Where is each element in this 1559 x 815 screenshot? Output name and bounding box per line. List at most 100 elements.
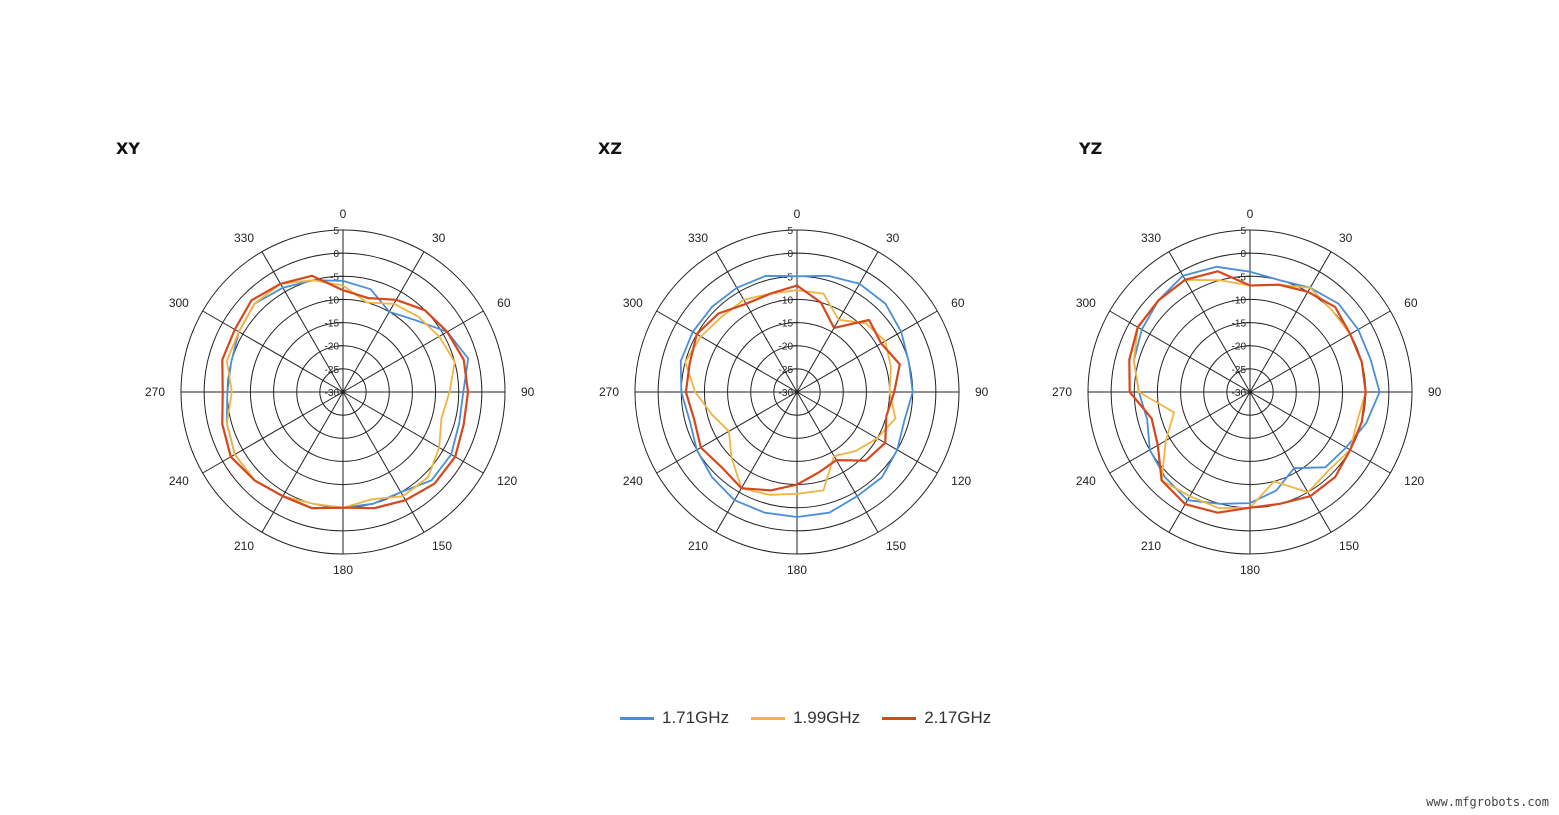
yz-angle-label: 150 [1339, 539, 1359, 553]
yz-angle-label: 240 [1076, 474, 1096, 488]
xz-r-tick-label: -25 [779, 365, 794, 376]
xz-r-tick-label: 0 [787, 249, 793, 260]
legend-swatch-1-99ghz [751, 716, 786, 720]
legend-item-2-17ghz: 2.17GHz [882, 708, 991, 728]
yz-r-tick-label: 0 [1240, 249, 1246, 260]
legend-label-1-71ghz: 1.71GHz [662, 708, 730, 727]
yz-spoke [1249, 391, 1332, 533]
yz-spoke [1168, 391, 1251, 533]
xz-r-tick-label: -5 [784, 272, 793, 283]
chart-title-yz: YZ [1079, 139, 1103, 158]
yz-spoke [1109, 310, 1251, 393]
legend-item-1-99ghz: 1.99GHz [751, 708, 860, 728]
xz-angle-label: 0 [794, 207, 801, 221]
xz-spoke [715, 391, 798, 533]
xy-spoke [342, 391, 425, 533]
xy-angle-label: 330 [234, 231, 254, 245]
chart-legend: 1.71GHz 1.99GHz 2.17GHz [620, 708, 991, 728]
xz-angle-label: 240 [623, 474, 643, 488]
yz-angle-label: 90 [1428, 385, 1442, 399]
yz-r-tick-label: -25 [1232, 365, 1247, 376]
xz-angle-label: 330 [688, 231, 708, 245]
xy-spoke [202, 391, 344, 474]
xz-r-tick-label: -10 [779, 295, 794, 306]
xy-series-2-17ghz [221, 274, 470, 510]
yz-angle-label: 60 [1404, 296, 1418, 310]
xy-r-tick-label: -5 [330, 272, 339, 283]
xy-angle-label: 270 [145, 385, 165, 399]
yz-r-tick-label: -5 [1237, 272, 1246, 283]
xz-r-tick-label: -20 [779, 342, 794, 353]
yz-r-tick-label: -30 [1232, 388, 1247, 399]
xz-angle-label: 30 [886, 231, 900, 245]
yz-angle-label: 120 [1404, 474, 1424, 488]
xy-angle-label: 0 [340, 207, 347, 221]
xy-r-tick-label: 5 [333, 226, 339, 237]
xy-spoke [342, 310, 484, 393]
xy-r-tick-label: -25 [325, 365, 340, 376]
xy-spoke [261, 251, 344, 393]
yz-r-tick-label: -10 [1232, 295, 1247, 306]
xz-series-2-17ghz [684, 284, 901, 492]
xy-angle-label: 90 [521, 385, 535, 399]
xz-spoke [796, 391, 879, 533]
yz-series-2-17ghz [1128, 270, 1367, 514]
yz-r-tick-label: -15 [1232, 319, 1247, 330]
xy-spoke [342, 391, 484, 474]
xy-angle-label: 120 [497, 474, 517, 488]
xz-spoke [796, 251, 879, 393]
xz-series-1-71ghz [679, 274, 914, 518]
xz-series-1-99ghz [684, 289, 897, 496]
xy-angle-label: 300 [169, 296, 189, 310]
xy-angle-label: 150 [432, 539, 452, 553]
xy-r-tick-label: -20 [325, 342, 340, 353]
xz-angle-label: 300 [623, 296, 643, 310]
yz-r-tick-label: -20 [1232, 342, 1247, 353]
xy-r-tick-label: -15 [325, 319, 340, 330]
legend-swatch-2-17ghz [882, 716, 917, 720]
yz-spoke [1249, 391, 1391, 474]
xy-r-tick-label: 0 [333, 249, 339, 260]
xz-spoke [656, 391, 798, 474]
yz-angle-label: 330 [1141, 231, 1161, 245]
yz-angle-label: 300 [1076, 296, 1096, 310]
xz-r-tick-label: -15 [779, 319, 794, 330]
xz-angle-label: 120 [951, 474, 971, 488]
yz-angle-label: 180 [1240, 563, 1260, 577]
yz-angle-label: 0 [1247, 207, 1254, 221]
xz-spoke [715, 251, 798, 393]
xy-angle-label: 60 [497, 296, 511, 310]
xz-angle-label: 180 [787, 563, 807, 577]
xy-spoke [342, 251, 425, 393]
xz-angle-label: 60 [951, 296, 965, 310]
chart-title-xy: XY [116, 139, 140, 158]
xz-angle-label: 270 [599, 385, 619, 399]
xz-r-tick-label: 5 [787, 226, 793, 237]
yz-series-1-71ghz [1132, 265, 1381, 505]
legend-label-1-99ghz: 1.99GHz [793, 708, 861, 727]
xz-spoke [656, 310, 798, 393]
xy-spoke [261, 391, 344, 533]
yz-angle-label: 270 [1052, 385, 1072, 399]
xy-angle-label: 180 [333, 563, 353, 577]
yz-spoke [1249, 310, 1391, 393]
xy-angle-label: 30 [432, 231, 446, 245]
yz-angle-label: 30 [1339, 231, 1353, 245]
xy-angle-label: 210 [234, 539, 254, 553]
yz-r-tick-label: 5 [1240, 226, 1246, 237]
xz-angle-label: 210 [688, 539, 708, 553]
legend-swatch-1-71ghz [620, 716, 654, 720]
legend-item-1-71ghz: 1.71GHz [620, 708, 729, 728]
xy-r-tick-label: -10 [325, 295, 340, 306]
legend-label-2-17ghz: 2.17GHz [924, 708, 992, 727]
xz-spoke [796, 391, 938, 474]
xy-angle-label: 240 [169, 474, 189, 488]
xz-r-tick-label: -30 [779, 388, 794, 399]
xy-r-tick-label: -30 [325, 388, 340, 399]
yz-spoke [1109, 391, 1251, 474]
yz-angle-label: 210 [1141, 539, 1161, 553]
xz-spoke [796, 310, 938, 393]
yz-spoke [1249, 251, 1332, 393]
xz-angle-label: 90 [975, 385, 989, 399]
xz-angle-label: 150 [886, 539, 906, 553]
